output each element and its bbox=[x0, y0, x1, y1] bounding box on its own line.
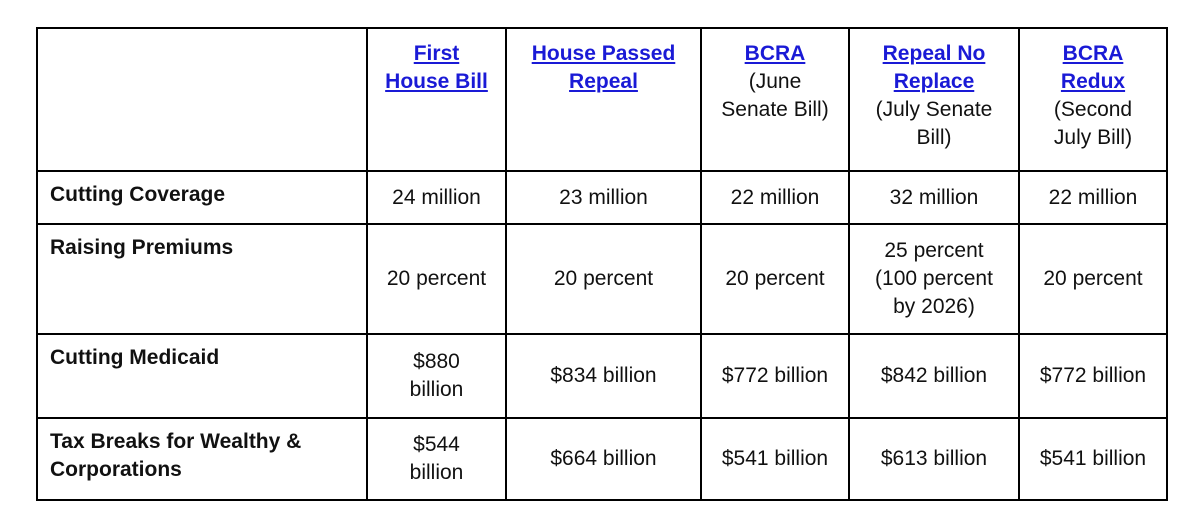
table-cell: $880 billion bbox=[366, 333, 507, 419]
repeal-no-replace-link[interactable]: Repeal No Replace bbox=[882, 42, 986, 93]
column-header-house-passed-repeal: House Passed Repeal bbox=[505, 27, 702, 172]
first-house-bill-link[interactable]: First House Bill bbox=[385, 42, 488, 93]
table-row-cutting-medicaid: Cutting Medicaid $880 billion $834 billi… bbox=[36, 333, 1168, 419]
table-row-cutting-coverage: Cutting Coverage 24 million 23 million 2… bbox=[36, 170, 1168, 225]
table-cell: $842 billion bbox=[848, 333, 1020, 419]
table-cell: 20 percent bbox=[700, 223, 850, 335]
column-header-repeal-no-replace: Repeal No Replace (July Senate Bill) bbox=[848, 27, 1020, 172]
row-label: Raising Premiums bbox=[36, 223, 368, 335]
table-cell: $664 billion bbox=[505, 417, 702, 501]
bcra-link[interactable]: BCRA bbox=[744, 42, 806, 65]
table-cell: 32 million bbox=[848, 170, 1020, 225]
table-cell: 24 million bbox=[366, 170, 507, 225]
table-row-raising-premiums: Raising Premiums 20 percent 20 percent 2… bbox=[36, 223, 1168, 335]
column-header-bcra: BCRA (June Senate Bill) bbox=[700, 27, 850, 172]
bcra-redux-link[interactable]: BCRA Redux bbox=[1060, 42, 1126, 93]
row-label: Cutting Medicaid bbox=[36, 333, 368, 419]
house-passed-repeal-link[interactable]: House Passed Repeal bbox=[531, 42, 676, 93]
table-cell: $541 billion bbox=[1018, 417, 1168, 501]
column-note: (June Senate Bill) bbox=[721, 70, 829, 121]
table-cell: 22 million bbox=[700, 170, 850, 225]
bill-comparison-table: First House Bill House Passed Repeal BCR… bbox=[36, 27, 1168, 501]
column-note: (July Senate Bill) bbox=[875, 98, 993, 149]
corner-cell bbox=[36, 27, 368, 172]
table-cell: 25 percent (100 percent by 2026) bbox=[848, 223, 1020, 335]
table-cell: 20 percent bbox=[1018, 223, 1168, 335]
table-cell: 20 percent bbox=[505, 223, 702, 335]
table-cell: 22 million bbox=[1018, 170, 1168, 225]
table-cell: 20 percent bbox=[366, 223, 507, 335]
table-cell: $544 billion bbox=[366, 417, 507, 501]
row-label: Cutting Coverage bbox=[36, 170, 368, 225]
column-note: (Second July Bill) bbox=[1053, 98, 1133, 149]
table-cell: $613 billion bbox=[848, 417, 1020, 501]
table-cell: $541 billion bbox=[700, 417, 850, 501]
column-header-first-house-bill: First House Bill bbox=[366, 27, 507, 172]
table-row-tax-breaks: Tax Breaks for Wealthy & Corporations $5… bbox=[36, 417, 1168, 501]
table-cell: $772 billion bbox=[1018, 333, 1168, 419]
table-cell: 23 million bbox=[505, 170, 702, 225]
column-header-bcra-redux: BCRA Redux (Second July Bill) bbox=[1018, 27, 1168, 172]
row-label: Tax Breaks for Wealthy & Corporations bbox=[36, 417, 368, 501]
table-cell: $772 billion bbox=[700, 333, 850, 419]
table-cell: $834 billion bbox=[505, 333, 702, 419]
header-row: First House Bill House Passed Repeal BCR… bbox=[36, 27, 1168, 172]
